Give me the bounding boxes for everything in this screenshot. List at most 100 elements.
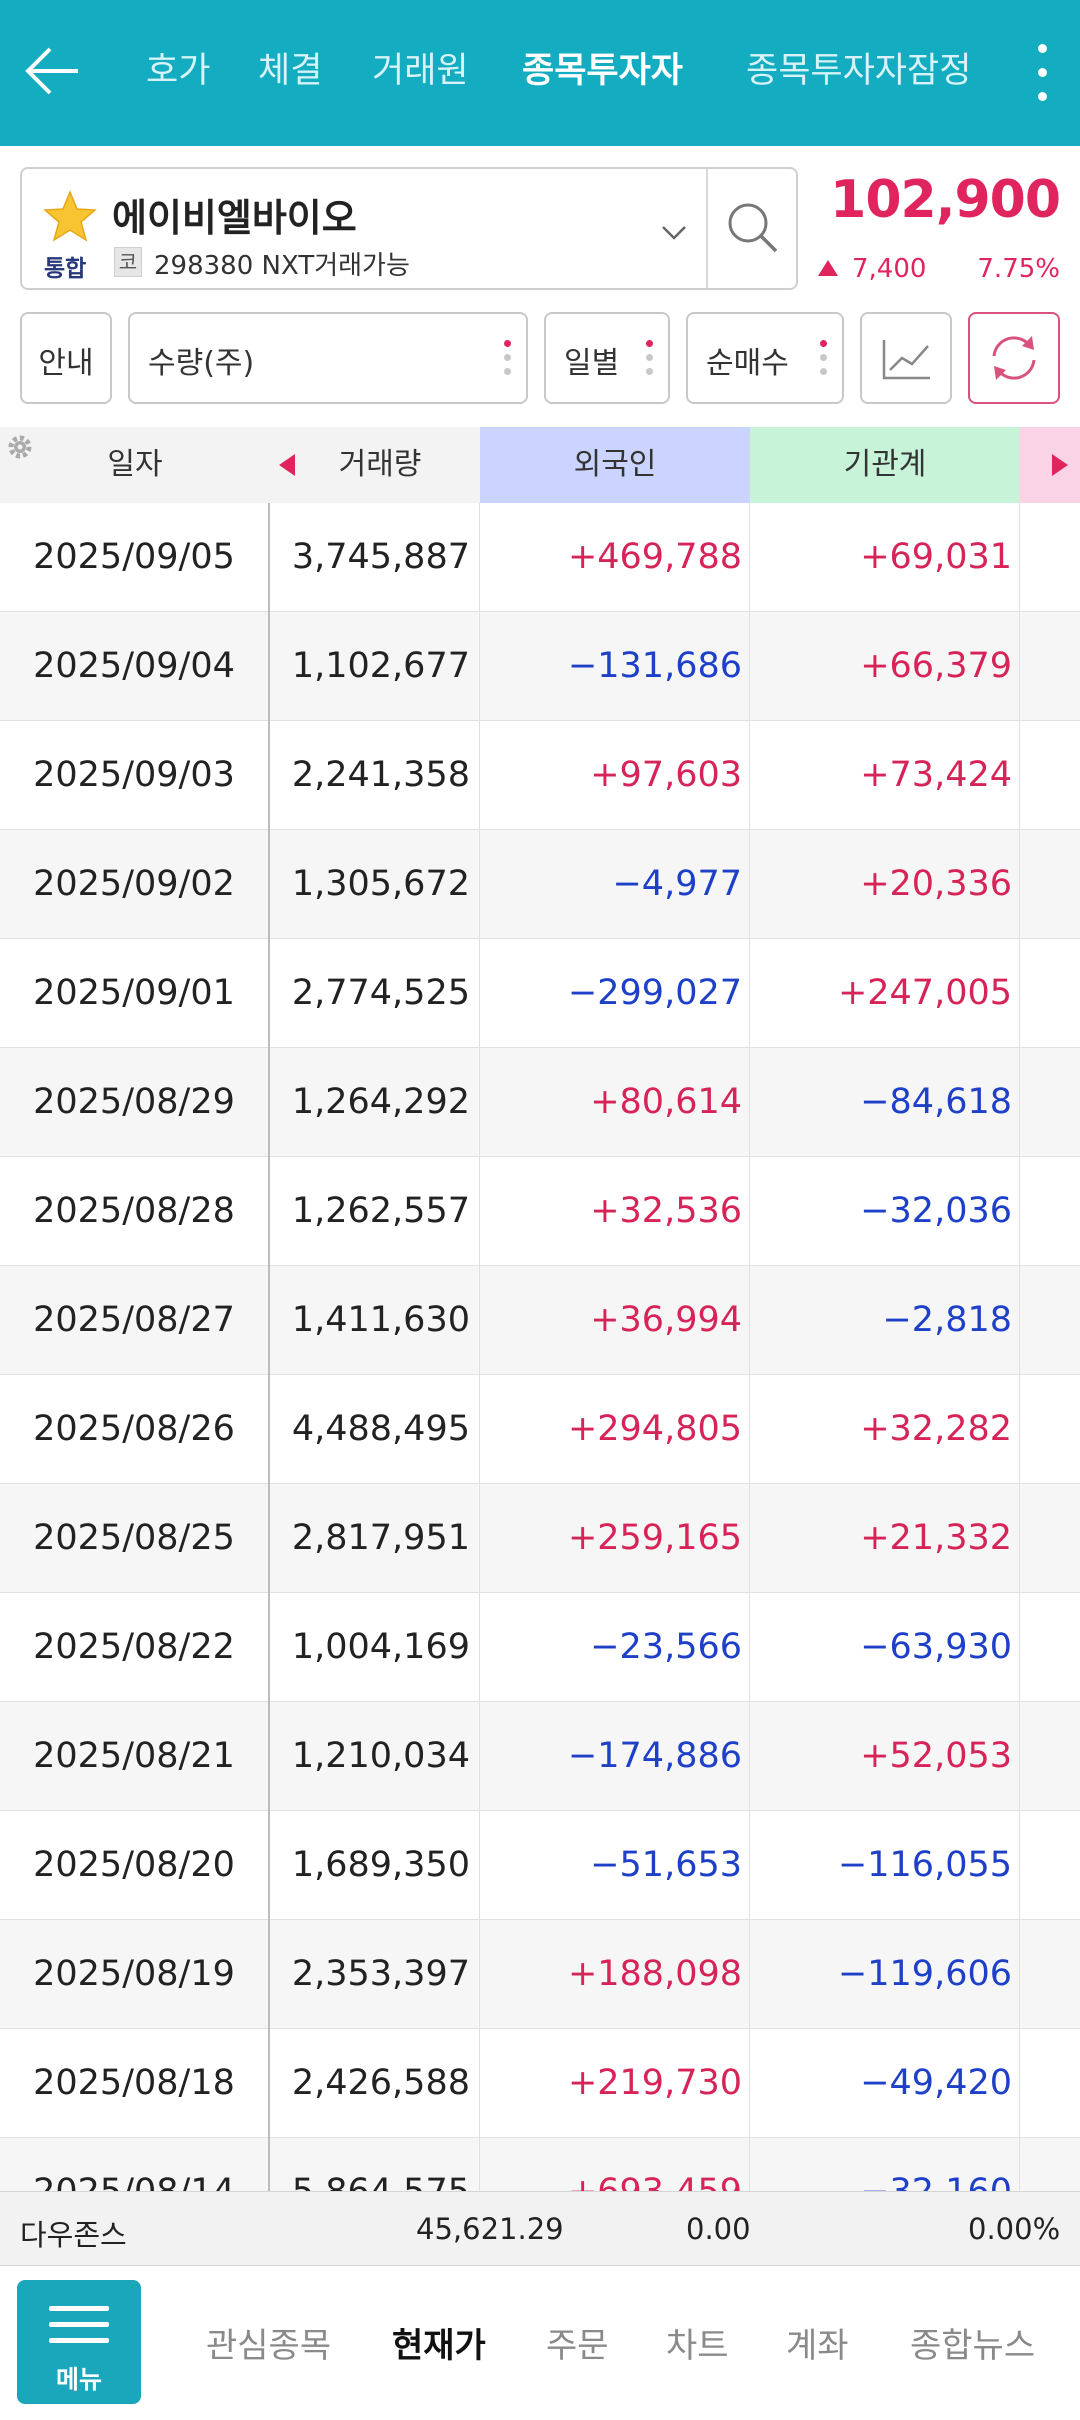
- cell-foreign: +32,536: [590, 1191, 742, 1231]
- chevron-down-icon[interactable]: [659, 217, 689, 247]
- cell-institution: −84,618: [860, 1082, 1012, 1122]
- stock-selector[interactable]: 통합 에이비엘바이오 코 298380 NXT거래가능: [20, 167, 798, 290]
- menu-button[interactable]: 메뉴: [17, 2280, 141, 2404]
- cell-foreign: +693,459: [480, 2138, 742, 2191]
- table-row[interactable]: 2025/08/20 1,689,350 −51,653 −116,055: [0, 1811, 1080, 1920]
- index-value: 45,621.29: [416, 2212, 564, 2246]
- cell-foreign: +188,098: [567, 1954, 742, 1994]
- refresh-icon: [992, 336, 1036, 380]
- market-badge: 통합: [44, 256, 87, 282]
- cell-date: 2025/08/14: [0, 2138, 268, 2191]
- cell-volume: 1,264,292: [291, 1082, 470, 1122]
- column-divider: [749, 503, 750, 2191]
- column-header-date[interactable]: 일자: [107, 447, 163, 482]
- cell-date: 2025/09/03: [33, 755, 235, 795]
- cell-institution: +73,424: [860, 755, 1012, 795]
- cell-date: 2025/09/05: [33, 537, 235, 577]
- cell-institution: +247,005: [837, 973, 1012, 1013]
- divider: [706, 169, 708, 288]
- table-row[interactable]: 2025/08/22 1,004,169 −23,566 −63,930: [0, 1593, 1080, 1702]
- cell-volume: 1,411,630: [291, 1300, 470, 1340]
- search-icon[interactable]: [708, 169, 798, 288]
- gear-icon[interactable]: [6, 433, 34, 461]
- cell-date: 2025/09/02: [33, 864, 235, 904]
- table-row[interactable]: 2025/09/05 3,745,887 +469,788 +69,031: [0, 503, 1080, 612]
- table-row[interactable]: 2025/09/03 2,241,358 +97,603 +73,424: [0, 721, 1080, 830]
- cell-date: 2025/09/04: [33, 646, 235, 686]
- back-arrow-icon[interactable]: [18, 36, 88, 106]
- unit-dropdown-label: 수량(주): [148, 346, 255, 381]
- tab-stock-investors-provisional[interactable]: 종목투자자잠정: [746, 51, 972, 91]
- cell-foreign: +80,614: [590, 1082, 742, 1122]
- price-change: 7,400: [852, 254, 927, 284]
- stock-code: 298380 NXT거래가능: [154, 251, 410, 281]
- scroll-left-icon[interactable]: [279, 454, 295, 476]
- scroll-right-icon[interactable]: [1052, 454, 1068, 476]
- cell-institution: −63,930: [860, 1627, 1012, 1667]
- cell-institution: +66,379: [860, 646, 1012, 686]
- cell-foreign: +219,730: [567, 2063, 742, 2103]
- investor-table[interactable]: 2025/09/05 3,745,887 +469,788 +69,031 2025/0…: [0, 503, 1080, 2191]
- type-dropdown[interactable]: 순매수: [686, 312, 844, 404]
- cell-foreign: +469,788: [567, 537, 742, 577]
- cell-institution: −119,606: [837, 1954, 1012, 1994]
- column-header-volume[interactable]: 거래량: [338, 447, 422, 482]
- nav-news[interactable]: 종합뉴스: [910, 2326, 1036, 2366]
- column-header-institution[interactable]: 기관계: [750, 427, 1020, 503]
- cell-volume: 1,004,169: [291, 1627, 470, 1667]
- period-dropdown[interactable]: 일별: [544, 312, 670, 404]
- table-row[interactable]: 2025/08/26 4,488,495 +294,805 +32,282: [0, 1375, 1080, 1484]
- table-row[interactable]: 2025/08/29 1,264,292 +80,614 −84,618: [0, 1048, 1080, 1157]
- cell-foreign: −174,886: [567, 1736, 742, 1776]
- more-menu-icon[interactable]: [1020, 38, 1064, 108]
- favorite-star-icon[interactable]: [42, 189, 98, 245]
- nav-current-price[interactable]: 현재가: [392, 2326, 486, 2366]
- cell-institution: +32,282: [860, 1409, 1012, 1449]
- index-ticker-bar[interactable]: 다우존스 45,621.29 0.00 0.00%: [0, 2191, 1080, 2266]
- period-dropdown-label: 일별: [564, 346, 620, 381]
- kosdaq-badge: 코: [114, 247, 142, 277]
- table-row[interactable]: 2025/08/28 1,262,557 +32,536 −32,036: [0, 1157, 1080, 1266]
- table-row[interactable]: 2025/08/27 1,411,630 +36,994 −2,818: [0, 1266, 1080, 1375]
- option-dots-icon: [504, 340, 512, 380]
- cell-date: 2025/08/28: [33, 1191, 235, 1231]
- bottom-nav-bar: 메뉴 관심종목 현재가 주문 차트 계좌 종합뉴스: [0, 2266, 1080, 2420]
- cell-date: 2025/08/22: [33, 1627, 235, 1667]
- tab-stock-investors[interactable]: 종목투자자: [522, 51, 684, 91]
- cell-volume: 1,210,034: [291, 1736, 470, 1776]
- cell-volume: 5,864,575: [270, 2138, 470, 2191]
- tab-hoga[interactable]: 호가: [146, 51, 211, 91]
- cell-volume: 1,262,557: [291, 1191, 470, 1231]
- cell-volume: 1,102,677: [291, 646, 470, 686]
- tab-trades[interactable]: 체결: [258, 51, 323, 91]
- cell-foreign: −299,027: [567, 973, 742, 1013]
- table-row[interactable]: 2025/08/25 2,817,951 +259,165 +21,332: [0, 1484, 1080, 1593]
- price-change-percent: 7.75%: [977, 254, 1060, 284]
- menu-button-label: 메뉴: [55, 2365, 102, 2394]
- cell-institution: +20,336: [860, 864, 1012, 904]
- stock-name: 에이비엘바이오: [112, 196, 357, 240]
- table-row[interactable]: 2025/09/04 1,102,677 −131,686 +66,379: [0, 612, 1080, 721]
- cell-date: 2025/08/19: [33, 1954, 235, 1994]
- nav-account[interactable]: 계좌: [786, 2326, 849, 2366]
- table-row[interactable]: 2025/09/01 2,774,525 −299,027 +247,005: [0, 939, 1080, 1048]
- nav-chart[interactable]: 차트: [666, 2326, 729, 2366]
- guide-button[interactable]: 안내: [20, 312, 112, 404]
- table-row[interactable]: 2025/08/145,864,575+693,459−32,160: [0, 2138, 1080, 2191]
- table-row[interactable]: 2025/09/02 1,305,672 −4,977 +20,336: [0, 830, 1080, 939]
- nav-watchlist[interactable]: 관심종목: [206, 2326, 332, 2366]
- table-row[interactable]: 2025/08/19 2,353,397 +188,098 −119,606: [0, 1920, 1080, 2029]
- chart-toggle-button[interactable]: [860, 312, 952, 404]
- table-header: 일자 거래량 외국인 기관계: [0, 427, 1080, 503]
- table-row[interactable]: 2025/08/18 2,426,588 +219,730 −49,420: [0, 2029, 1080, 2138]
- cell-institution: +69,031: [860, 537, 1012, 577]
- column-header-foreign[interactable]: 외국인: [480, 427, 750, 503]
- cell-institution: +52,053: [860, 1736, 1012, 1776]
- tab-brokers[interactable]: 거래원: [372, 51, 469, 91]
- refresh-button[interactable]: [968, 312, 1060, 404]
- nav-order[interactable]: 주문: [546, 2326, 609, 2366]
- cell-date: 2025/08/25: [33, 1518, 235, 1558]
- hamburger-icon: [49, 2306, 109, 2311]
- unit-dropdown[interactable]: 수량(주): [128, 312, 528, 404]
- table-row[interactable]: 2025/08/21 1,210,034 −174,886 +52,053: [0, 1702, 1080, 1811]
